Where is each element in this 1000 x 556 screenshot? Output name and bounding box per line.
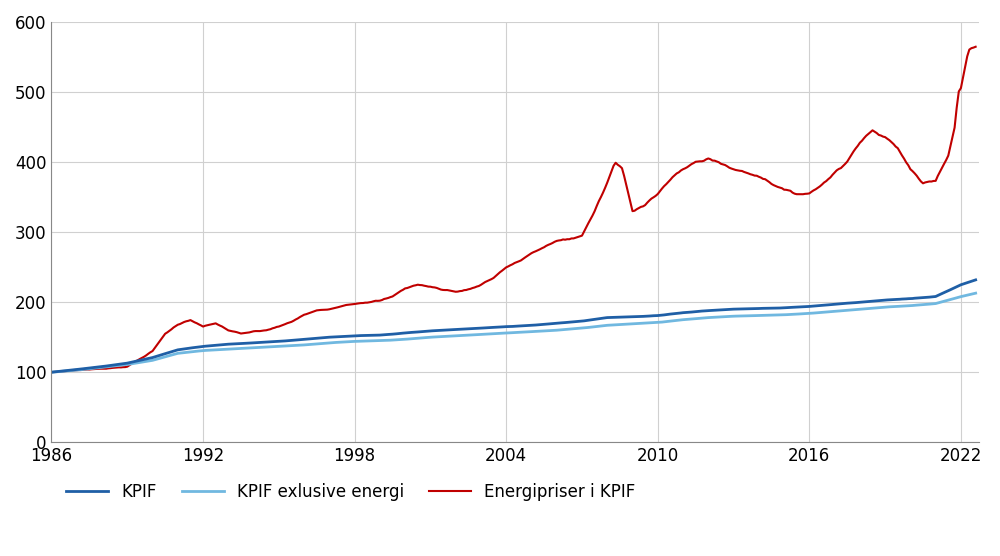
Line: KPIF exlusive energi: KPIF exlusive energi [51, 293, 976, 372]
KPIF exlusive energi [365, 337, 377, 344]
Energipriser i KPIF [365, 299, 377, 305]
Energipriser i KPIF [856, 137, 868, 144]
Energipriser i KPIF [970, 43, 982, 50]
KPIF exlusive energi [904, 302, 916, 309]
KPIF exlusive energi [180, 349, 192, 356]
Energipriser i KPIF [45, 369, 57, 375]
KPIF exlusive energi [856, 306, 868, 312]
Energipriser i KPIF [136, 355, 148, 361]
KPIF [180, 345, 192, 352]
KPIF exlusive energi [372, 337, 384, 344]
Line: Energipriser i KPIF: Energipriser i KPIF [51, 47, 976, 372]
KPIF [856, 299, 868, 305]
KPIF exlusive energi [45, 369, 57, 375]
Legend: KPIF, KPIF exlusive energi, Energipriser i KPIF: KPIF, KPIF exlusive energi, Energipriser… [60, 476, 642, 507]
Energipriser i KPIF [180, 318, 192, 325]
KPIF [904, 295, 916, 302]
Line: KPIF: KPIF [51, 280, 976, 372]
Energipriser i KPIF [904, 166, 916, 172]
KPIF [136, 356, 148, 363]
KPIF [45, 369, 57, 375]
KPIF exlusive energi [136, 359, 148, 365]
Energipriser i KPIF [372, 297, 384, 304]
KPIF [365, 332, 377, 339]
KPIF exlusive energi [970, 290, 982, 296]
KPIF [970, 276, 982, 283]
KPIF [372, 332, 384, 339]
